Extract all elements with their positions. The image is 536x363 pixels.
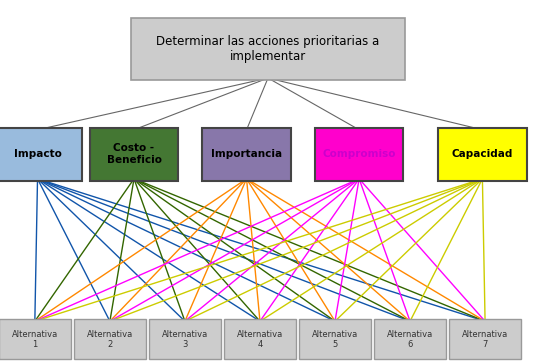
Text: Costo -
Beneficio: Costo - Beneficio xyxy=(107,143,161,165)
Text: Alternativa
7: Alternativa 7 xyxy=(462,330,508,349)
FancyBboxPatch shape xyxy=(73,319,146,359)
FancyBboxPatch shape xyxy=(90,128,178,181)
Text: Alternativa
2: Alternativa 2 xyxy=(87,330,133,349)
Text: Determinar las acciones prioritarias a
implementar: Determinar las acciones prioritarias a i… xyxy=(157,35,379,63)
FancyBboxPatch shape xyxy=(0,319,71,359)
Text: Alternativa
1: Alternativa 1 xyxy=(12,330,58,349)
Text: Importancia: Importancia xyxy=(211,149,282,159)
FancyBboxPatch shape xyxy=(438,128,526,181)
Text: Impacto: Impacto xyxy=(13,149,62,159)
Text: Compromiso: Compromiso xyxy=(322,149,396,159)
FancyBboxPatch shape xyxy=(131,18,405,80)
Text: Alternativa
3: Alternativa 3 xyxy=(162,330,208,349)
Text: Capacidad: Capacidad xyxy=(452,149,513,159)
Text: Alternativa
6: Alternativa 6 xyxy=(387,330,433,349)
FancyBboxPatch shape xyxy=(315,128,404,181)
Text: Alternativa
5: Alternativa 5 xyxy=(312,330,358,349)
Text: Alternativa
4: Alternativa 4 xyxy=(237,330,283,349)
FancyBboxPatch shape xyxy=(224,319,296,359)
FancyBboxPatch shape xyxy=(299,319,371,359)
FancyBboxPatch shape xyxy=(0,128,82,181)
FancyBboxPatch shape xyxy=(449,319,521,359)
FancyBboxPatch shape xyxy=(203,128,291,181)
FancyBboxPatch shape xyxy=(148,319,221,359)
FancyBboxPatch shape xyxy=(374,319,446,359)
